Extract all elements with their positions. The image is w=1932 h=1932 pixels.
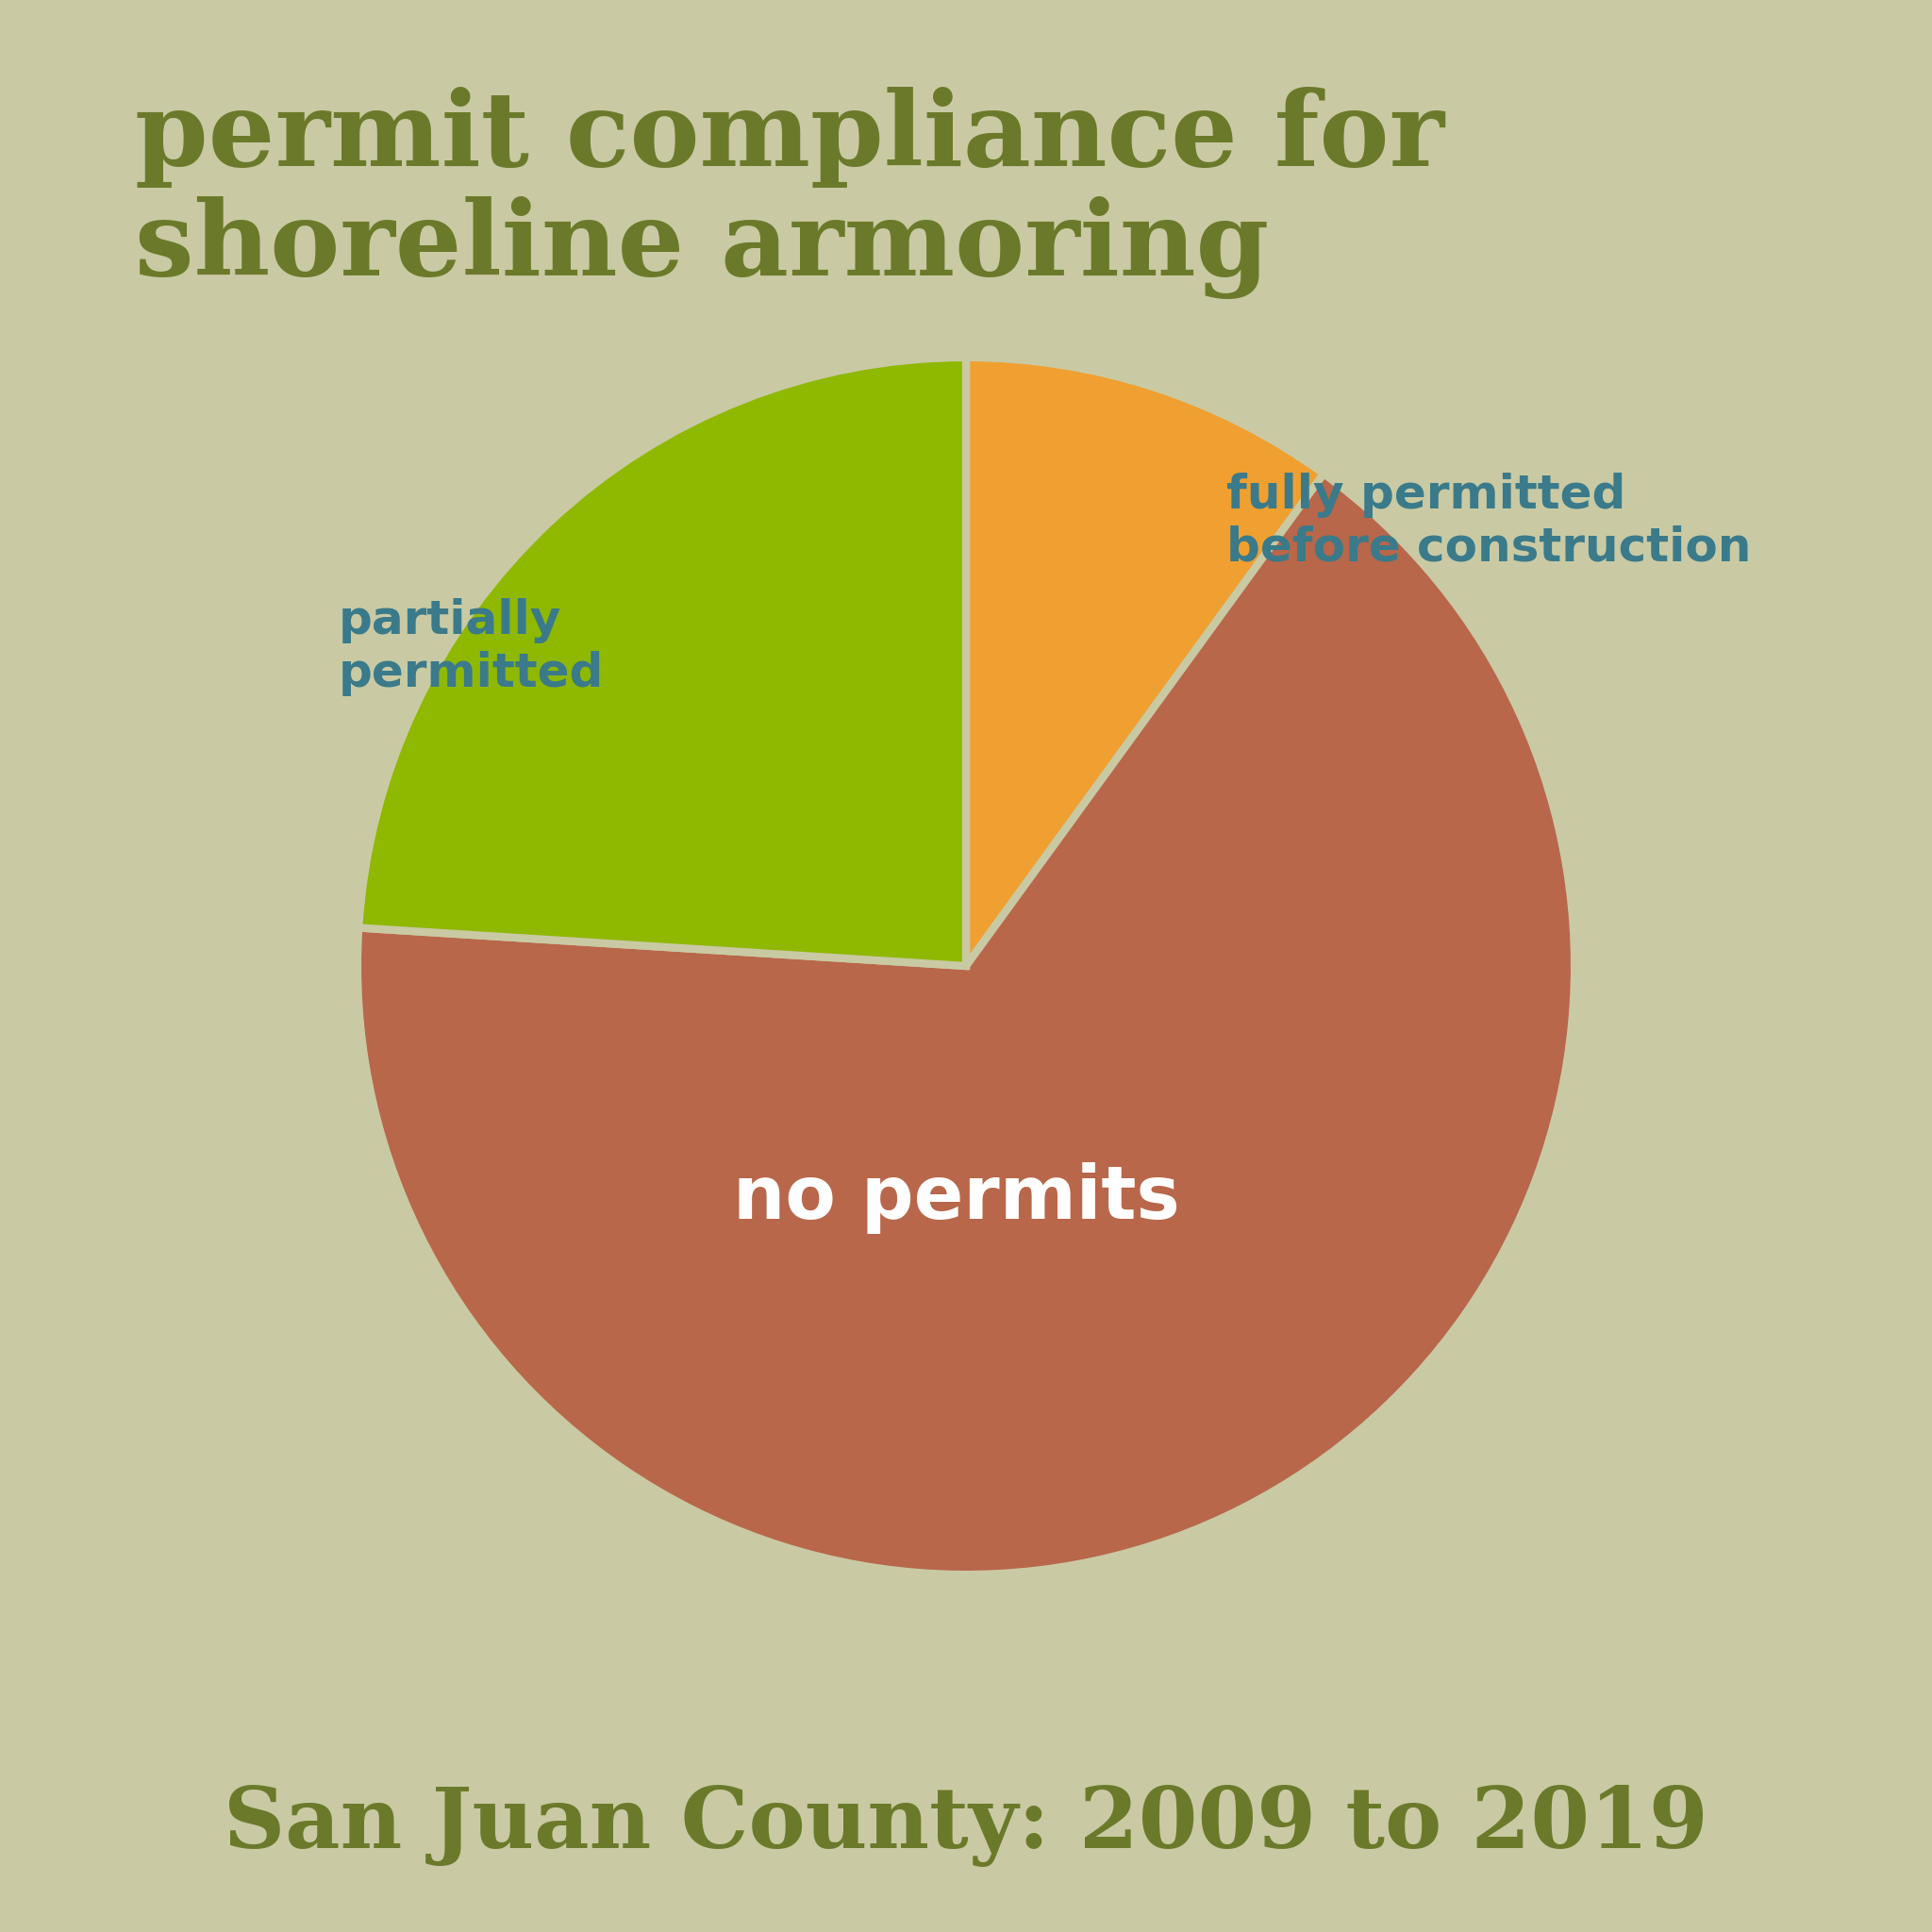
Text: permit compliance for
shoreline armoring: permit compliance for shoreline armoring xyxy=(135,87,1445,299)
Text: partially
permitted: partially permitted xyxy=(338,599,603,696)
Wedge shape xyxy=(357,473,1575,1575)
Wedge shape xyxy=(359,357,966,966)
Wedge shape xyxy=(966,357,1323,966)
Text: no permits: no permits xyxy=(732,1161,1180,1235)
Text: fully permitted
before construction: fully permitted before construction xyxy=(1227,473,1752,570)
Text: San Juan County: 2009 to 2019: San Juan County: 2009 to 2019 xyxy=(224,1785,1708,1866)
